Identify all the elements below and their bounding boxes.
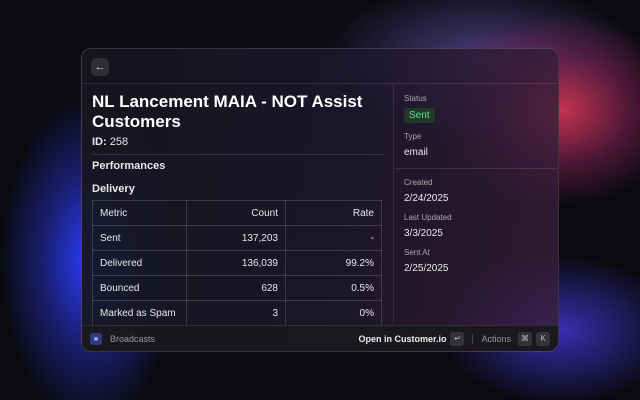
created-label: Created xyxy=(404,178,433,187)
table-header: Metric Count Rate xyxy=(92,200,382,226)
broadcast-detail-window: ← NL Lancement MAIA - NOT Assist Custome… xyxy=(81,48,559,352)
status-label: Status xyxy=(404,94,427,103)
page-title: NL Lancement MAIA - NOT Assist Customers xyxy=(92,92,363,131)
updated-value: 3/3/2025 xyxy=(404,228,443,239)
updated-label: Last Updated xyxy=(404,213,452,222)
divider xyxy=(472,333,474,344)
created-value: 2/24/2025 xyxy=(404,193,449,204)
metadata-sidebar: Status Sent Type email Created 2/24/2025… xyxy=(393,84,558,325)
sent-at-label: Sent At xyxy=(404,248,430,257)
column-count: Count xyxy=(186,200,286,226)
column-rate: Rate xyxy=(285,200,382,226)
divider xyxy=(92,154,385,155)
enter-key-icon: ↵ xyxy=(450,331,465,346)
actions-button[interactable]: Actions xyxy=(481,333,511,344)
type-value: email xyxy=(404,147,428,158)
table-row: Marked as Spam 3 0% xyxy=(92,300,382,325)
table-row: Delivered 136,039 99.2% xyxy=(92,250,382,276)
column-metric: Metric xyxy=(92,200,187,226)
status-badge: Sent xyxy=(404,108,435,123)
table-row: Sent 137,203- xyxy=(92,225,382,251)
delivery-table: Metric Count Rate Sent 137,203- Delivered… xyxy=(92,200,382,325)
main-content: NL Lancement MAIA - NOT Assist Customers… xyxy=(82,84,393,325)
campaign-id: ID: 258 xyxy=(92,136,129,148)
performances-heading: Performances xyxy=(92,160,166,172)
header: ← xyxy=(82,49,558,84)
arrow-left-icon: ← xyxy=(94,61,106,73)
sent-at-value: 2/25/2025 xyxy=(404,263,449,274)
delivery-heading: Delivery xyxy=(92,183,135,195)
app-name: Broadcasts xyxy=(110,333,156,344)
table-row: Bounced 628 0.5% xyxy=(92,275,382,301)
type-label: Type xyxy=(404,132,422,141)
open-in-customerio-button[interactable]: Open in Customer.io xyxy=(358,333,447,344)
command-key-icon: ⌘ xyxy=(518,331,532,346)
footer-bar: » Broadcasts Open in Customer.io ↵ Actio… xyxy=(82,325,558,351)
k-key-icon: K xyxy=(536,331,550,346)
back-button[interactable]: ← xyxy=(91,58,109,76)
app-logo-icon: » xyxy=(90,332,102,345)
